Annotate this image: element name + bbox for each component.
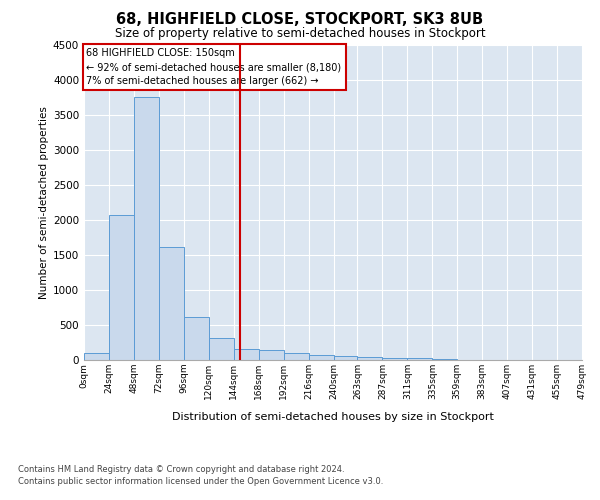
Bar [159, 246, 184, 360]
Bar [308, 356, 334, 360]
Bar [284, 352, 308, 360]
Bar [109, 215, 134, 360]
Bar [334, 356, 358, 360]
Bar [358, 356, 382, 360]
Bar [134, 97, 159, 360]
Text: Contains public sector information licensed under the Open Government Licence v3: Contains public sector information licen… [18, 478, 383, 486]
Text: 68, HIGHFIELD CLOSE, STOCKPORT, SK3 8UB: 68, HIGHFIELD CLOSE, STOCKPORT, SK3 8UB [116, 12, 484, 28]
Bar [259, 350, 284, 360]
Text: Contains HM Land Registry data © Crown copyright and database right 2024.: Contains HM Land Registry data © Crown c… [18, 465, 344, 474]
Bar [84, 353, 109, 360]
Bar [209, 338, 234, 360]
Bar [382, 358, 407, 360]
Bar [234, 349, 259, 360]
Text: Size of property relative to semi-detached houses in Stockport: Size of property relative to semi-detach… [115, 28, 485, 40]
Text: Distribution of semi-detached houses by size in Stockport: Distribution of semi-detached houses by … [172, 412, 494, 422]
Bar [407, 358, 432, 360]
Y-axis label: Number of semi-detached properties: Number of semi-detached properties [39, 106, 49, 299]
Text: 68 HIGHFIELD CLOSE: 150sqm
← 92% of semi-detached houses are smaller (8,180)
7% : 68 HIGHFIELD CLOSE: 150sqm ← 92% of semi… [86, 48, 341, 86]
Bar [184, 316, 209, 360]
